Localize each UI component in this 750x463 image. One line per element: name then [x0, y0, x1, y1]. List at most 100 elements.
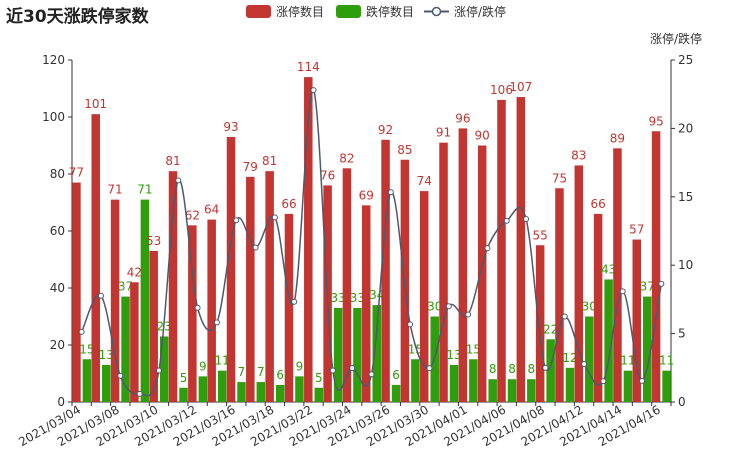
down-bar: [237, 382, 246, 402]
ratio-line: [80, 89, 663, 397]
up-bar: [419, 191, 429, 402]
ratio-point: [136, 390, 143, 397]
up-data-label: 64: [204, 203, 219, 217]
down-data-label: 37: [118, 280, 133, 294]
up-data-label: 83: [571, 148, 586, 162]
up-data-label: 76: [320, 168, 335, 182]
up-data-label: 77: [69, 166, 84, 180]
up-data-label: 81: [262, 154, 277, 168]
up-data-label: 71: [107, 183, 122, 197]
down-bar: [546, 339, 555, 402]
ratio-point: [503, 217, 510, 224]
up-data-label: 96: [455, 111, 470, 125]
ratio-point: [426, 365, 433, 372]
up-data-label: 93: [223, 120, 238, 134]
down-bar: [449, 364, 459, 402]
down-bar: [623, 370, 633, 402]
ratio-point: [658, 280, 665, 287]
down-data-label: 7: [257, 365, 265, 379]
legend-swatch: [246, 5, 271, 18]
up-bar: [342, 168, 352, 402]
y-right-axis-label: 涨停/跌停: [650, 31, 702, 46]
down-data-label: 30: [582, 300, 597, 314]
y-left-tick-label: 100: [42, 110, 65, 124]
chart-title: 近30天涨跌停家数: [6, 7, 149, 27]
ratio-point: [310, 87, 317, 94]
ratio-point: [465, 311, 472, 318]
up-bar: [555, 188, 564, 402]
ratio-point: [291, 298, 298, 305]
down-bar: [643, 296, 652, 402]
up-bar: [226, 136, 236, 402]
down-bar: [411, 359, 420, 402]
down-data-label: 8: [508, 362, 516, 376]
up-data-label: 57: [629, 223, 644, 237]
up-bar: [72, 182, 81, 402]
down-bar: [101, 364, 111, 402]
up-data-label: 55: [533, 228, 548, 242]
down-data-label: 12: [562, 351, 577, 365]
ratio-point: [233, 217, 240, 224]
down-bar: [179, 387, 188, 402]
up-data-label: 90: [475, 129, 490, 143]
down-data-label: 33: [350, 291, 365, 305]
down-data-label: 6: [392, 368, 400, 382]
ratio-point: [600, 378, 607, 385]
legend-label: 涨停/跌停: [454, 4, 506, 19]
down-bar: [198, 376, 208, 402]
down-data-label: 37: [640, 280, 655, 294]
up-bar: [477, 145, 487, 402]
up-data-label: 53: [146, 234, 161, 248]
down-bar: [256, 382, 266, 402]
down-bar: [333, 307, 343, 402]
up-bar: [304, 77, 313, 402]
down-data-label: 9: [296, 359, 304, 373]
ratio-point: [561, 313, 568, 320]
y-right-tick-label: 25: [678, 53, 693, 67]
up-data-label: 42: [127, 265, 142, 279]
ratio-point: [213, 319, 220, 326]
y-left-tick-label: 80: [50, 167, 65, 181]
down-bar: [314, 387, 324, 402]
down-data-label: 13: [99, 348, 114, 362]
down-bar: [469, 359, 478, 402]
up-data-label: 95: [648, 114, 663, 128]
y-left-tick-label: 40: [50, 281, 65, 295]
up-bar: [149, 250, 158, 402]
ratio-point: [194, 304, 201, 311]
down-data-label: 5: [180, 371, 188, 385]
up-data-label: 89: [610, 131, 625, 145]
y-left-tick-label: 0: [57, 395, 65, 409]
y-left-tick-label: 60: [50, 224, 65, 238]
y-right-tick-label: 5: [678, 327, 686, 341]
up-data-label: 81: [165, 154, 180, 168]
up-bar: [651, 131, 661, 402]
down-data-label: 13: [446, 348, 461, 362]
down-data-label: 30: [427, 300, 442, 314]
up-bar: [593, 213, 603, 402]
y-right-tick-label: 15: [678, 190, 693, 204]
legend-label: 跌停数目: [366, 4, 414, 19]
down-data-label: 43: [601, 262, 616, 276]
up-data-label: 114: [297, 60, 320, 74]
down-data-label: 15: [79, 342, 94, 356]
down-data-label: 8: [528, 362, 536, 376]
up-bar: [91, 114, 100, 403]
y-right-tick-label: 10: [678, 258, 693, 272]
ratio-point: [271, 214, 278, 221]
down-bar: [275, 384, 285, 402]
down-bar: [488, 379, 497, 402]
up-bar: [613, 148, 622, 402]
ratio-point: [407, 321, 414, 328]
down-bar: [295, 376, 304, 402]
up-data-label: 107: [509, 80, 532, 94]
y-right-tick-label: 20: [678, 121, 693, 135]
up-data-label: 91: [436, 126, 451, 140]
up-data-label: 74: [417, 174, 432, 188]
ratio-point: [619, 288, 626, 295]
ratio-point: [155, 367, 162, 374]
up-bar: [168, 171, 178, 402]
down-bar: [372, 305, 381, 402]
down-data-label: 5: [315, 371, 323, 385]
ratio-point: [368, 371, 375, 378]
